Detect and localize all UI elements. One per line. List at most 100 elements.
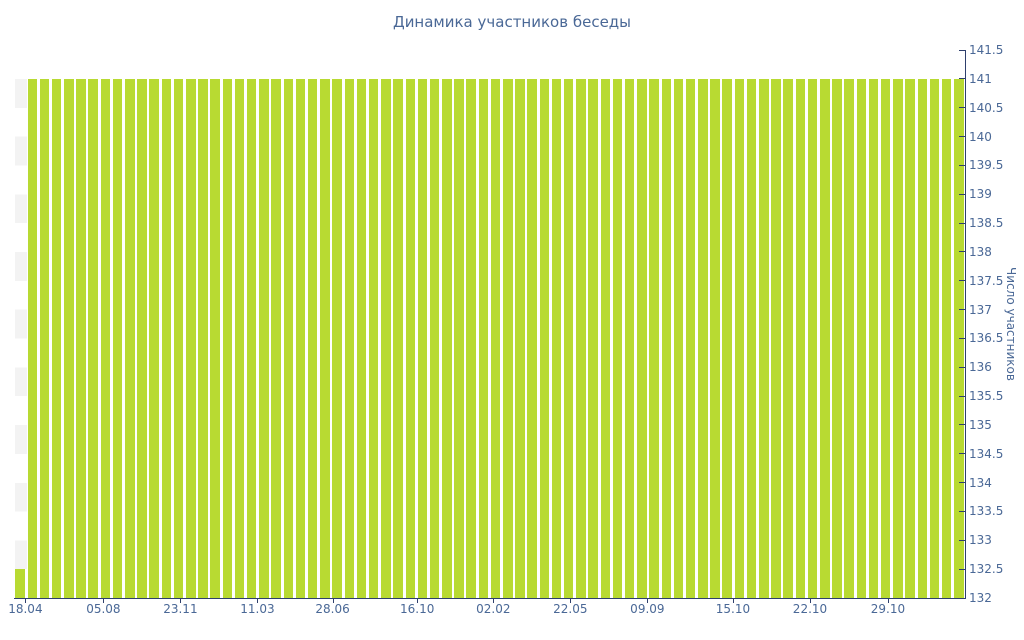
x-tick [180,598,182,603]
x-tick [732,598,734,603]
chart-title: Динамика участников беседы [392,13,632,31]
y-tick [959,597,965,599]
bar [527,78,537,598]
bar [844,78,854,598]
bar [820,78,830,598]
x-tick [257,598,259,603]
bar [442,78,452,598]
bar [198,78,208,598]
bar [320,78,330,598]
y-tick-label: 132.5 [969,562,1004,577]
y-tick [959,107,965,109]
first-column-stripes [15,78,28,570]
y-tick-label: 134.5 [969,446,1004,461]
bar [259,78,269,598]
bar [612,78,623,598]
bar [880,78,891,598]
bar [76,78,86,598]
y-tick [959,539,965,541]
bar [563,78,574,598]
bar [807,78,818,598]
bar [588,78,598,598]
bar [917,78,928,598]
x-tick [647,598,649,603]
x-tick-label: 22.10 [792,602,828,616]
y-tick-label: 140.5 [969,100,1004,115]
y-tick-label: 135.5 [969,389,1004,404]
y-tick-label: 132 [969,591,992,605]
y-tick [959,222,965,224]
bar [673,78,684,598]
bar [576,78,586,598]
bar [941,78,952,598]
bar [51,78,62,598]
bar [624,78,635,598]
bar [929,78,940,598]
bar [39,78,50,598]
y-tick [959,193,965,195]
y-tick-label: 135 [969,417,992,432]
bar [27,78,38,598]
bar [649,78,659,598]
x-tick-label: 22.05 [553,602,588,616]
x-tick [887,598,889,603]
bar [307,78,318,598]
x-tick [570,598,572,603]
bar [295,78,306,598]
y-tick-label: 133 [969,533,992,548]
y-axis-title: Число участников [1004,267,1018,381]
bar [393,78,403,598]
bar [100,78,111,598]
bar [795,78,806,598]
y-tick [959,280,965,282]
bar [771,78,781,598]
bar [173,78,184,598]
x-tick-label: 05.08 [86,602,121,616]
y-tick [959,366,965,368]
y-tick [959,395,965,397]
bar [734,78,745,598]
y-axis-line [965,50,966,599]
bar [88,78,98,598]
bar [539,78,550,598]
bar [283,78,294,598]
bar [551,78,562,598]
bar [954,78,964,598]
bar [344,78,355,598]
bar [503,78,513,598]
bar [125,78,135,598]
bar [405,78,415,598]
bar [381,78,391,598]
x-tick [332,598,334,603]
x-tick-label: 09.09 [630,602,665,616]
y-tick-label: 138 [969,244,992,259]
x-tick-label: 15.10 [715,602,751,616]
x-axis-line [14,598,966,599]
y-tick-label: 137.5 [969,273,1004,288]
x-tick [25,598,27,603]
bar [832,78,842,598]
x-tick-label: 28.06 [315,602,350,616]
y-tick-label: 137 [969,302,992,317]
x-tick-label: 02.02 [476,602,511,616]
y-tick [959,453,965,455]
bar [685,78,696,598]
y-tick [959,424,965,426]
bar [454,78,464,598]
x-tick-label: 23.11 [163,602,198,616]
y-tick [959,482,965,484]
y-tick-label: 133.5 [969,504,1004,519]
y-tick-label: 134 [969,475,992,490]
bar [698,78,708,598]
bar [478,78,489,598]
x-tick-label: 16.10 [400,602,435,616]
y-tick-label: 136 [969,360,992,375]
bar [149,78,159,598]
x-tick [493,598,495,603]
bar [759,78,769,598]
y-tick [959,49,965,51]
bar [600,78,611,598]
bar [210,78,220,598]
y-tick-label: 138.5 [969,216,1004,231]
